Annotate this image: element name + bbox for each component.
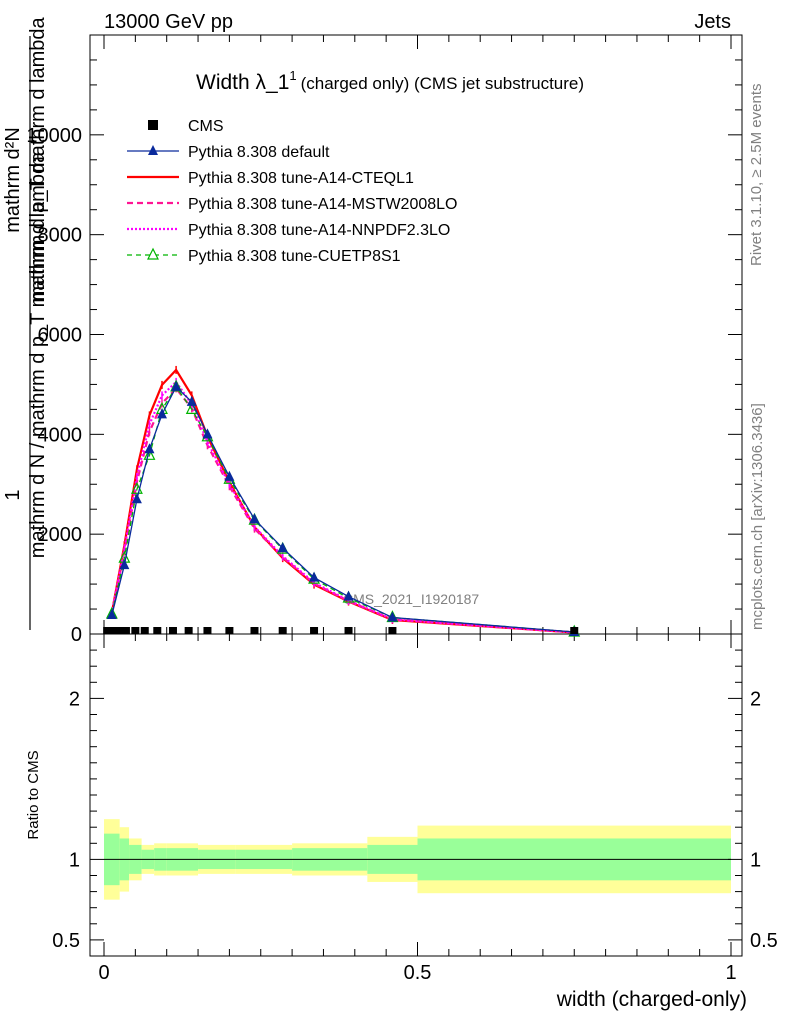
- chart-title-sup: 1: [289, 68, 296, 83]
- analysis-watermark: CMS_2021_I1920187: [343, 591, 479, 607]
- cms-point: [168, 627, 177, 634]
- series-point: [131, 493, 142, 504]
- series-point: [156, 408, 167, 419]
- y-tick-label: 6000: [38, 325, 83, 347]
- series-point: [106, 609, 117, 620]
- legend: CMS Pythia 8.308 default Pythia 8.308 tune…: [127, 118, 457, 265]
- ratio-tick-label: 2: [69, 688, 80, 710]
- x-tick-label: 0: [98, 962, 109, 984]
- series-line: [110, 380, 575, 634]
- chart-title: Width λ_11 (charged only) (CMS jet substr…: [196, 68, 584, 94]
- cms-point: [184, 627, 193, 634]
- legend-marker: [147, 247, 159, 260]
- series-point: [119, 559, 130, 570]
- mcplots-label: mcplots.cern.ch [arXiv:1306.3436]: [749, 403, 766, 630]
- y-axis-title-den: mathrm d p_T mathrm d lambda: [27, 16, 49, 302]
- cms-point: [115, 627, 124, 634]
- cms-point: [570, 627, 579, 634]
- ratio-tick-label: 0.5: [52, 930, 80, 952]
- svg-text:Width λ_11(charged only) (CMS: Width λ_11 (charged only) (CMS jet substr…: [196, 68, 584, 94]
- series-cms: [103, 627, 579, 634]
- x-tick-label: 0.5: [404, 962, 432, 984]
- ratio-layer: 0.5 0.5 1 1 2 2: [52, 649, 778, 952]
- y-tick-label: 8000: [38, 225, 83, 247]
- series-point: [143, 447, 156, 460]
- rivet-version-label: Rivet 3.1.10, ≥ 2.5M events: [748, 84, 765, 267]
- series-1: [106, 380, 580, 637]
- legend-label: Pythia 8.308 tune-A14-CTEQL1: [188, 170, 414, 187]
- cms-point: [121, 627, 130, 634]
- header-left-label: 13000 GeV pp: [104, 11, 233, 33]
- series-point: [277, 542, 288, 553]
- legend-entry: Pythia 8.308 tune-A14-NNPDF2.3LO: [127, 222, 450, 239]
- legend-entry: Pythia 8.308 tune-A14-MSTW2008LO: [127, 196, 457, 213]
- ratio-y-axis-title: Ratio to CMS: [25, 750, 42, 839]
- main-series-layer: [103, 365, 581, 637]
- cms-point: [203, 627, 212, 634]
- cms-point: [250, 627, 259, 634]
- cms-point: [278, 627, 287, 634]
- ratio-panel-frame: [89, 633, 743, 957]
- legend-label: Pythia 8.308 tune-A14-NNPDF2.3LO: [188, 222, 450, 239]
- series-point: [309, 571, 320, 582]
- series-point: [249, 513, 260, 524]
- series-point: [186, 395, 197, 406]
- y-axis-title: 1 mathrm d N / mathrm d p_T mathrm d lam…: [2, 16, 49, 630]
- cms-point: [225, 627, 234, 634]
- series-point: [202, 428, 213, 439]
- y-axis-title-main: mathrm d N / mathrm d p_T mathrm d lambd…: [27, 151, 49, 558]
- legend-entry: Pythia 8.308 tune-A14-CTEQL1: [127, 170, 414, 187]
- series-point: [387, 611, 398, 622]
- y-tick-label: 2000: [38, 524, 83, 546]
- y-axis-title-num2: mathrm d²N: [2, 127, 24, 233]
- legend-entry: Pythia 8.308 tune-CUETP8S1: [127, 247, 401, 265]
- series-line: [111, 385, 575, 633]
- main-axis-ticks: 0 2000 4000 6000 8000 10000 0 0.5 1: [26, 35, 742, 984]
- series-point: [343, 590, 354, 601]
- header-right-label: Jets: [694, 11, 731, 33]
- legend-marker: [148, 145, 158, 155]
- cms-point: [388, 627, 397, 634]
- series-3: [110, 384, 575, 637]
- series-point: [224, 470, 235, 481]
- legend-label: Pythia 8.308 tune-CUETP8S1: [188, 248, 401, 265]
- legend-label: Pythia 8.308 default: [188, 144, 330, 161]
- cms-point: [344, 627, 353, 634]
- cms-point: [153, 627, 162, 634]
- legend-entry: Pythia 8.308 default: [127, 144, 330, 161]
- cms-point: [131, 627, 140, 634]
- chart-title-main: Width λ_1: [196, 71, 289, 94]
- y-tick-label: 4000: [38, 424, 83, 446]
- cms-point: [140, 627, 149, 634]
- x-axis-title: width (charged-only): [556, 988, 747, 1011]
- legend-label: Pythia 8.308 tune-A14-MSTW2008LO: [188, 196, 457, 213]
- legend-label: CMS: [188, 118, 224, 135]
- ratio-tick-label: 1: [69, 849, 80, 871]
- cms-point: [310, 627, 319, 634]
- x-tick-label: 1: [725, 962, 736, 984]
- chart-subtitle: (charged only) (CMS jet substructure): [301, 74, 584, 93]
- y-axis-title-num: 1: [2, 489, 24, 500]
- cms-point: [109, 627, 118, 634]
- legend-entry: CMS: [148, 118, 224, 135]
- series-point: [171, 380, 182, 391]
- legend-swatch: [148, 120, 158, 130]
- series-point: [144, 443, 155, 454]
- ratio-tick-label-right: 0.5: [750, 930, 778, 952]
- ratio-tick-label-right: 1: [750, 849, 761, 871]
- y-tick-label: 10000: [26, 125, 82, 147]
- y-tick-label: 0: [71, 624, 82, 646]
- ratio-tick-label-right: 2: [750, 688, 761, 710]
- cms-point: [103, 627, 112, 634]
